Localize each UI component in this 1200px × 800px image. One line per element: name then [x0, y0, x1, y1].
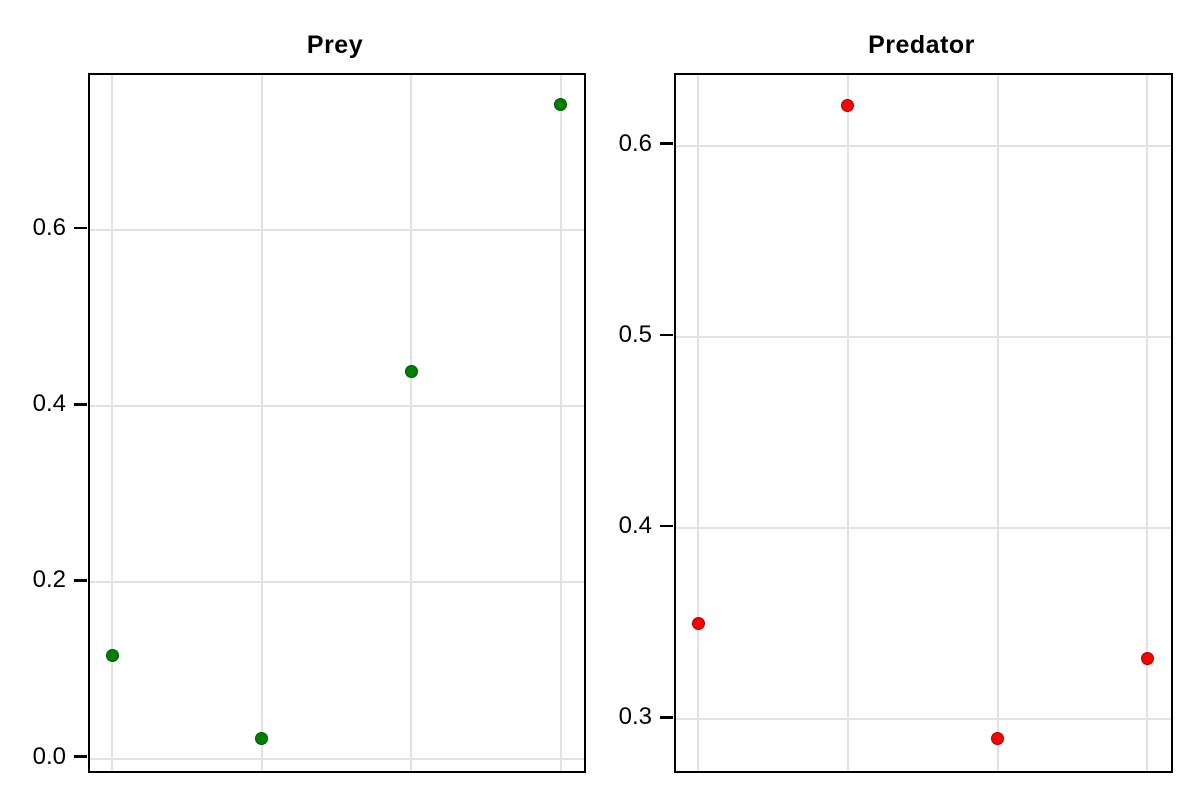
- y-gridline: [90, 405, 584, 408]
- y-tick-mark: [660, 142, 673, 145]
- y-gridline: [676, 144, 1171, 147]
- x-gridline: [846, 75, 849, 771]
- data-point: [404, 364, 418, 378]
- data-point: [105, 649, 119, 663]
- data-point: [1140, 651, 1154, 665]
- data-point: [991, 731, 1005, 745]
- y-tick-mark: [74, 755, 87, 758]
- y-tick-mark: [74, 579, 87, 582]
- data-point: [841, 99, 855, 113]
- x-gridline: [697, 75, 700, 771]
- x-gridline: [996, 75, 999, 771]
- data-point: [554, 98, 568, 112]
- data-point: [255, 731, 269, 745]
- x-gridline: [111, 75, 114, 771]
- y-gridline: [676, 527, 1171, 530]
- y-gridline: [90, 757, 584, 760]
- y-tick-mark: [660, 333, 673, 337]
- y-tick-label: 0.6: [618, 129, 652, 157]
- y-gridline: [90, 229, 584, 232]
- x-gridline: [410, 75, 413, 771]
- plot-area-prey: [88, 73, 586, 773]
- panel-title-prey: Prey: [306, 31, 364, 59]
- y-gridline: [676, 718, 1171, 721]
- y-tick-label: 0.0: [32, 742, 66, 770]
- y-tick-label: 0.4: [32, 390, 66, 418]
- plot-area-predator: [674, 73, 1173, 773]
- y-tick-label: 0.5: [618, 320, 652, 348]
- y-gridline: [90, 581, 584, 584]
- data-point: [691, 617, 705, 631]
- y-tick-mark: [74, 403, 87, 406]
- y-tick-mark: [660, 524, 673, 528]
- x-gridline: [260, 75, 263, 771]
- y-tick-label: 0.3: [618, 703, 652, 731]
- panel-title-predator: Predator: [868, 31, 975, 59]
- x-gridline: [1146, 75, 1149, 771]
- y-tick-label: 0.6: [32, 214, 66, 242]
- y-tick-mark: [660, 716, 673, 719]
- x-gridline: [559, 75, 562, 771]
- y-tick-label: 0.4: [618, 512, 652, 540]
- y-tick-label: 0.2: [32, 566, 66, 594]
- y-gridline: [676, 335, 1171, 338]
- y-tick-mark: [74, 226, 87, 230]
